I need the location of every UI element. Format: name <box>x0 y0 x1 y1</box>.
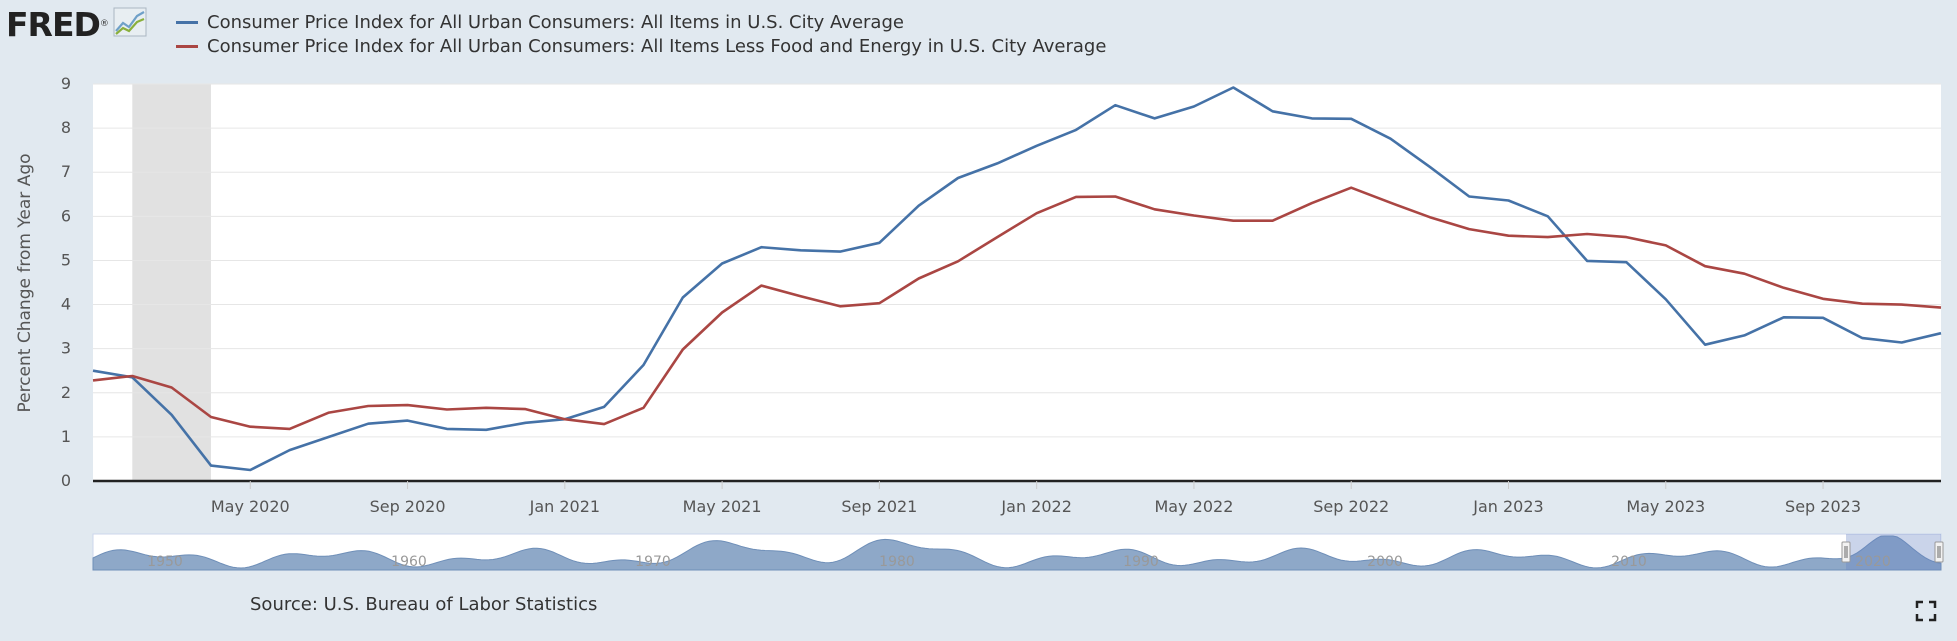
y-tick-label: 5 <box>61 250 71 269</box>
legend-swatch-red <box>176 44 198 48</box>
x-tick-label: Jan 2023 <box>1472 497 1543 516</box>
navigator-year-label: 1970 <box>635 554 671 570</box>
navigator-handle[interactable] <box>1841 541 1851 563</box>
x-tick-label: Sep 2020 <box>370 497 446 516</box>
legend-item-cpi-core[interactable]: Consumer Price Index for All Urban Consu… <box>176 34 1106 58</box>
y-tick-label: 7 <box>61 162 71 181</box>
y-tick-label: 6 <box>61 206 71 225</box>
y-tick-label: 1 <box>61 427 71 446</box>
y-tick-label: 9 <box>61 74 71 93</box>
legend-item-cpi-all-items[interactable]: Consumer Price Index for All Urban Consu… <box>176 10 1106 34</box>
navigator-handle[interactable] <box>1934 541 1944 563</box>
series-line-1 <box>92 86 1942 472</box>
navigator-year-label: 1950 <box>147 554 183 570</box>
legend-label: Consumer Price Index for All Urban Consu… <box>207 35 1107 57</box>
x-tick-label: Sep 2022 <box>1313 497 1389 516</box>
series-line-2 <box>92 186 1942 431</box>
navigator-series-area <box>92 535 1942 571</box>
x-tick-label: Jan 2022 <box>1000 497 1071 516</box>
x-tick-label: Sep 2023 <box>1785 497 1861 516</box>
x-tick-label: Sep 2021 <box>841 497 917 516</box>
x-tick-label: Jan 2021 <box>529 497 600 516</box>
navigator-year-label: 1980 <box>879 554 915 570</box>
navigator-year-label: 1990 <box>1123 554 1159 570</box>
x-tick-label: May 2020 <box>211 497 290 516</box>
fred-chart-icon <box>113 7 147 41</box>
y-tick-label: 3 <box>61 339 71 358</box>
logo-registered-mark: ® <box>99 19 109 29</box>
fred-logo[interactable]: FRED ® <box>6 4 147 44</box>
y-tick-label: 0 <box>61 471 71 490</box>
y-axis-label: Percent Change from Year Ago <box>15 153 35 412</box>
y-tick-label: 8 <box>61 118 71 137</box>
navigator-year-label: 2010 <box>1611 554 1647 570</box>
navigator-year-label: 2000 <box>1367 554 1403 570</box>
navigator-year-label: 1960 <box>391 554 427 570</box>
plot-background <box>93 84 1941 481</box>
recession-shading <box>132 84 211 481</box>
legend-label: Consumer Price Index for All Urban Consu… <box>207 11 904 33</box>
fullscreen-icon[interactable] <box>1915 600 1937 622</box>
x-tick-label: May 2022 <box>1154 497 1233 516</box>
x-tick-label: May 2021 <box>683 497 762 516</box>
y-tick-label: 2 <box>61 383 71 402</box>
navigator-selected-range <box>1846 534 1941 570</box>
chart-legend: Consumer Price Index for All Urban Consu… <box>176 10 1106 58</box>
x-tick-label: May 2023 <box>1626 497 1705 516</box>
y-tick-label: 4 <box>61 295 71 314</box>
legend-swatch-blue <box>176 20 198 24</box>
source-note: Source: U.S. Bureau of Labor Statistics <box>250 594 598 615</box>
navigator-year-label: 2020 <box>1855 554 1891 570</box>
logo-text: FRED <box>6 4 101 44</box>
